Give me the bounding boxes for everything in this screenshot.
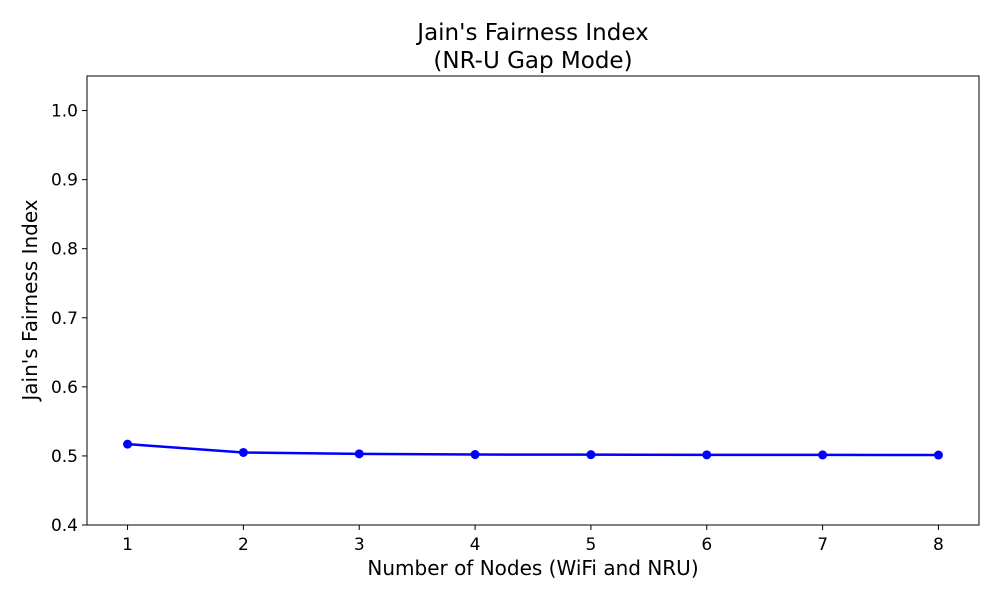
x-tick-label: 3 <box>354 535 365 555</box>
y-axis-label: Jain's Fairness Index <box>18 199 42 402</box>
y-axis-ticks: 0.4 0.5 0.6 0.7 0.8 0.9 1.0 <box>51 102 87 536</box>
chart-title-line-2: (NR-U Gap Mode) <box>433 48 632 74</box>
x-tick-label: 1 <box>122 535 133 555</box>
data-point <box>818 450 828 460</box>
x-tick-label: 8 <box>933 535 944 555</box>
data-point <box>933 450 943 460</box>
data-point <box>470 450 480 460</box>
y-tick-label: 0.4 <box>51 516 78 536</box>
x-tick-label: 7 <box>817 535 828 555</box>
y-tick-label: 0.6 <box>51 378 78 398</box>
x-axis-ticks: 1 2 3 4 5 6 7 8 <box>122 525 944 555</box>
data-point <box>702 450 712 460</box>
plot-area-frame <box>86 75 980 526</box>
chart-title-line-1: Jain's Fairness Index <box>415 20 648 46</box>
y-tick-label: 0.9 <box>51 171 78 191</box>
data-point <box>586 450 596 460</box>
y-tick-label: 0.8 <box>51 240 78 260</box>
data-point <box>238 447 248 457</box>
data-point <box>123 439 133 449</box>
x-tick-label: 6 <box>701 535 712 555</box>
x-tick-label: 4 <box>470 535 481 555</box>
data-point <box>354 449 364 459</box>
y-tick-label: 0.7 <box>51 309 78 329</box>
x-tick-label: 5 <box>586 535 597 555</box>
x-axis-label: Number of Nodes (WiFi and NRU) <box>367 556 698 580</box>
y-tick-label: 0.5 <box>51 447 78 467</box>
series-line <box>127 442 939 457</box>
x-tick-label: 2 <box>238 535 249 555</box>
series-group <box>123 439 943 460</box>
y-tick-label: 1.0 <box>51 102 78 122</box>
